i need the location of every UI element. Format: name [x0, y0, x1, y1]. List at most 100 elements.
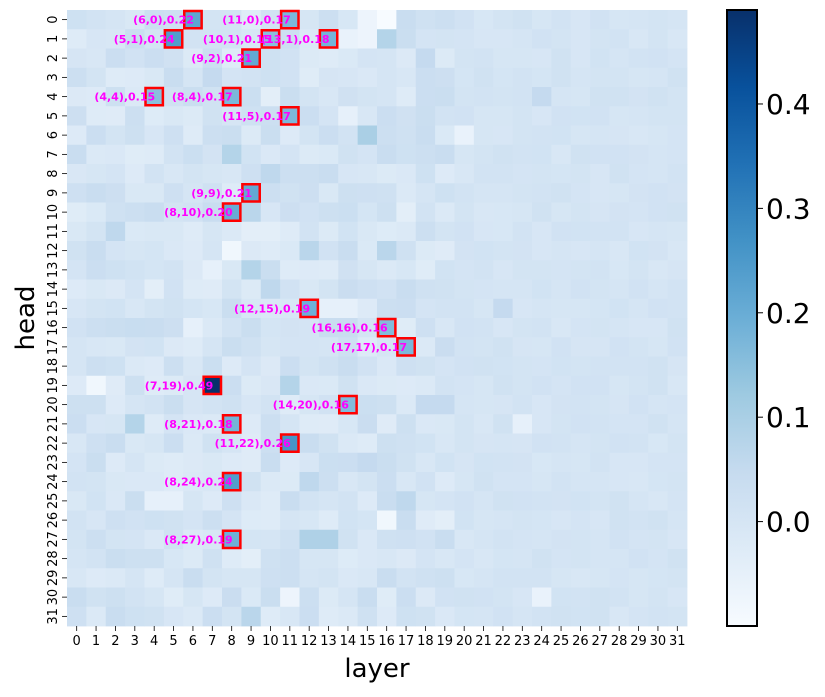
heatmap-cell: [570, 510, 591, 531]
y-tick-label: 17: [46, 339, 61, 356]
heatmap-cell: [532, 106, 552, 126]
heatmap-cell: [318, 491, 339, 511]
heatmap-cell: [183, 356, 204, 377]
heatmap-cell: [67, 356, 87, 377]
heatmap-cell: [183, 318, 204, 338]
heatmap-cell: [260, 529, 281, 550]
x-tick-label: 15: [359, 634, 376, 649]
heatmap-cell: [144, 433, 165, 454]
heatmap-cell: [241, 10, 262, 30]
highlight-label: (8,24),0.24: [164, 476, 233, 489]
heatmap-cell: [570, 433, 591, 454]
heatmap-cell: [299, 472, 320, 492]
heatmap-cell: [67, 106, 87, 126]
x-tick-label: 5: [169, 634, 177, 649]
heatmap-cell: [67, 279, 87, 300]
heatmap-cell: [202, 221, 223, 242]
heatmap-cell: [551, 67, 572, 88]
heatmap-cell: [105, 183, 126, 203]
heatmap-cell: [105, 375, 126, 396]
heatmap-cell: [357, 491, 378, 511]
heatmap-cell: [241, 318, 262, 338]
heatmap-cell: [473, 356, 494, 377]
heatmap-cell: [435, 491, 455, 511]
heatmap-cell: [318, 10, 339, 30]
highlight-box: [279, 106, 300, 126]
heatmap-cell: [396, 221, 417, 242]
heatmap-cell: [435, 395, 455, 415]
heatmap-cell: [435, 144, 455, 165]
heatmap-cell: [377, 318, 397, 338]
heatmap-cell: [241, 375, 262, 396]
heatmap-cell: [454, 29, 475, 49]
heatmap-cell: [202, 10, 223, 30]
heatmap-cell: [299, 279, 320, 300]
heatmap-cell: [105, 433, 126, 454]
heatmap-cell: [648, 87, 669, 107]
heatmap-cell: [338, 318, 359, 338]
heatmap-cell: [628, 568, 649, 588]
heatmap-cell: [260, 549, 281, 569]
heatmap-cell: [86, 472, 107, 492]
heatmap-cell: [493, 221, 514, 242]
heatmap-cell: [357, 375, 378, 396]
y-axis-label: head: [11, 286, 41, 351]
heatmap-cell: [512, 529, 533, 550]
heatmap-cell: [280, 29, 300, 49]
heatmap-cell: [609, 510, 630, 531]
heatmap-cell: [667, 202, 688, 223]
heatmap-cell: [590, 29, 610, 49]
x-tick-label: 13: [320, 634, 337, 649]
heatmap-cell: [396, 67, 417, 88]
heatmap-cell: [609, 549, 630, 569]
heatmap-cell: [493, 510, 514, 531]
heatmap-cell: [86, 414, 107, 434]
highlight-box: [318, 29, 339, 49]
heatmap-cell: [280, 106, 300, 126]
heatmap-cell: [648, 452, 669, 473]
heatmap-cell: [590, 67, 610, 88]
heatmap-cell: [435, 529, 455, 550]
x-tick-label: 2: [111, 634, 119, 649]
heatmap-cell: [377, 106, 397, 126]
heatmap-cell: [493, 144, 514, 165]
heatmap-cell: [532, 472, 552, 492]
heatmap-cell: [163, 164, 184, 184]
colorbar-tick-label: 0.1: [766, 401, 811, 434]
heatmap-cell: [551, 125, 572, 146]
heatmap-cell: [202, 48, 223, 69]
heatmap-cell: [86, 395, 107, 415]
heatmap-cell: [202, 29, 223, 49]
heatmap-cell: [125, 529, 145, 550]
heatmap-cell: [473, 144, 494, 165]
heatmap-cell: [609, 260, 630, 280]
heatmap-cell: [67, 87, 87, 107]
heatmap-cell: [648, 568, 669, 588]
highlight-box: [202, 375, 223, 396]
heatmap-cell: [628, 375, 649, 396]
heatmap-cell: [590, 202, 610, 223]
heatmap-cell: [532, 414, 552, 434]
heatmap-cell: [144, 375, 165, 396]
heatmap-cell: [86, 433, 107, 454]
heatmap-cell: [512, 10, 533, 30]
heatmap-cell: [377, 125, 397, 146]
heatmap-cell: [648, 318, 669, 338]
heatmap-cell: [67, 260, 87, 280]
heatmap-cell: [318, 29, 339, 49]
heatmap-cell: [628, 318, 649, 338]
heatmap-cell: [183, 298, 204, 319]
heatmap-cell: [202, 260, 223, 280]
highlight-box: [338, 394, 358, 415]
heatmap-cell: [493, 375, 514, 396]
heatmap-cell: [202, 491, 223, 511]
heatmap-cell: [241, 298, 262, 319]
heatmap-cell: [105, 549, 126, 569]
heatmap-cell: [260, 510, 281, 531]
heatmap-cell: [667, 260, 688, 280]
heatmap-cell: [454, 356, 475, 377]
y-tick-label: 25: [46, 493, 61, 510]
heatmap-cell: [570, 587, 591, 608]
heatmap-cell: [532, 279, 552, 300]
x-tick-label: 12: [301, 634, 318, 649]
